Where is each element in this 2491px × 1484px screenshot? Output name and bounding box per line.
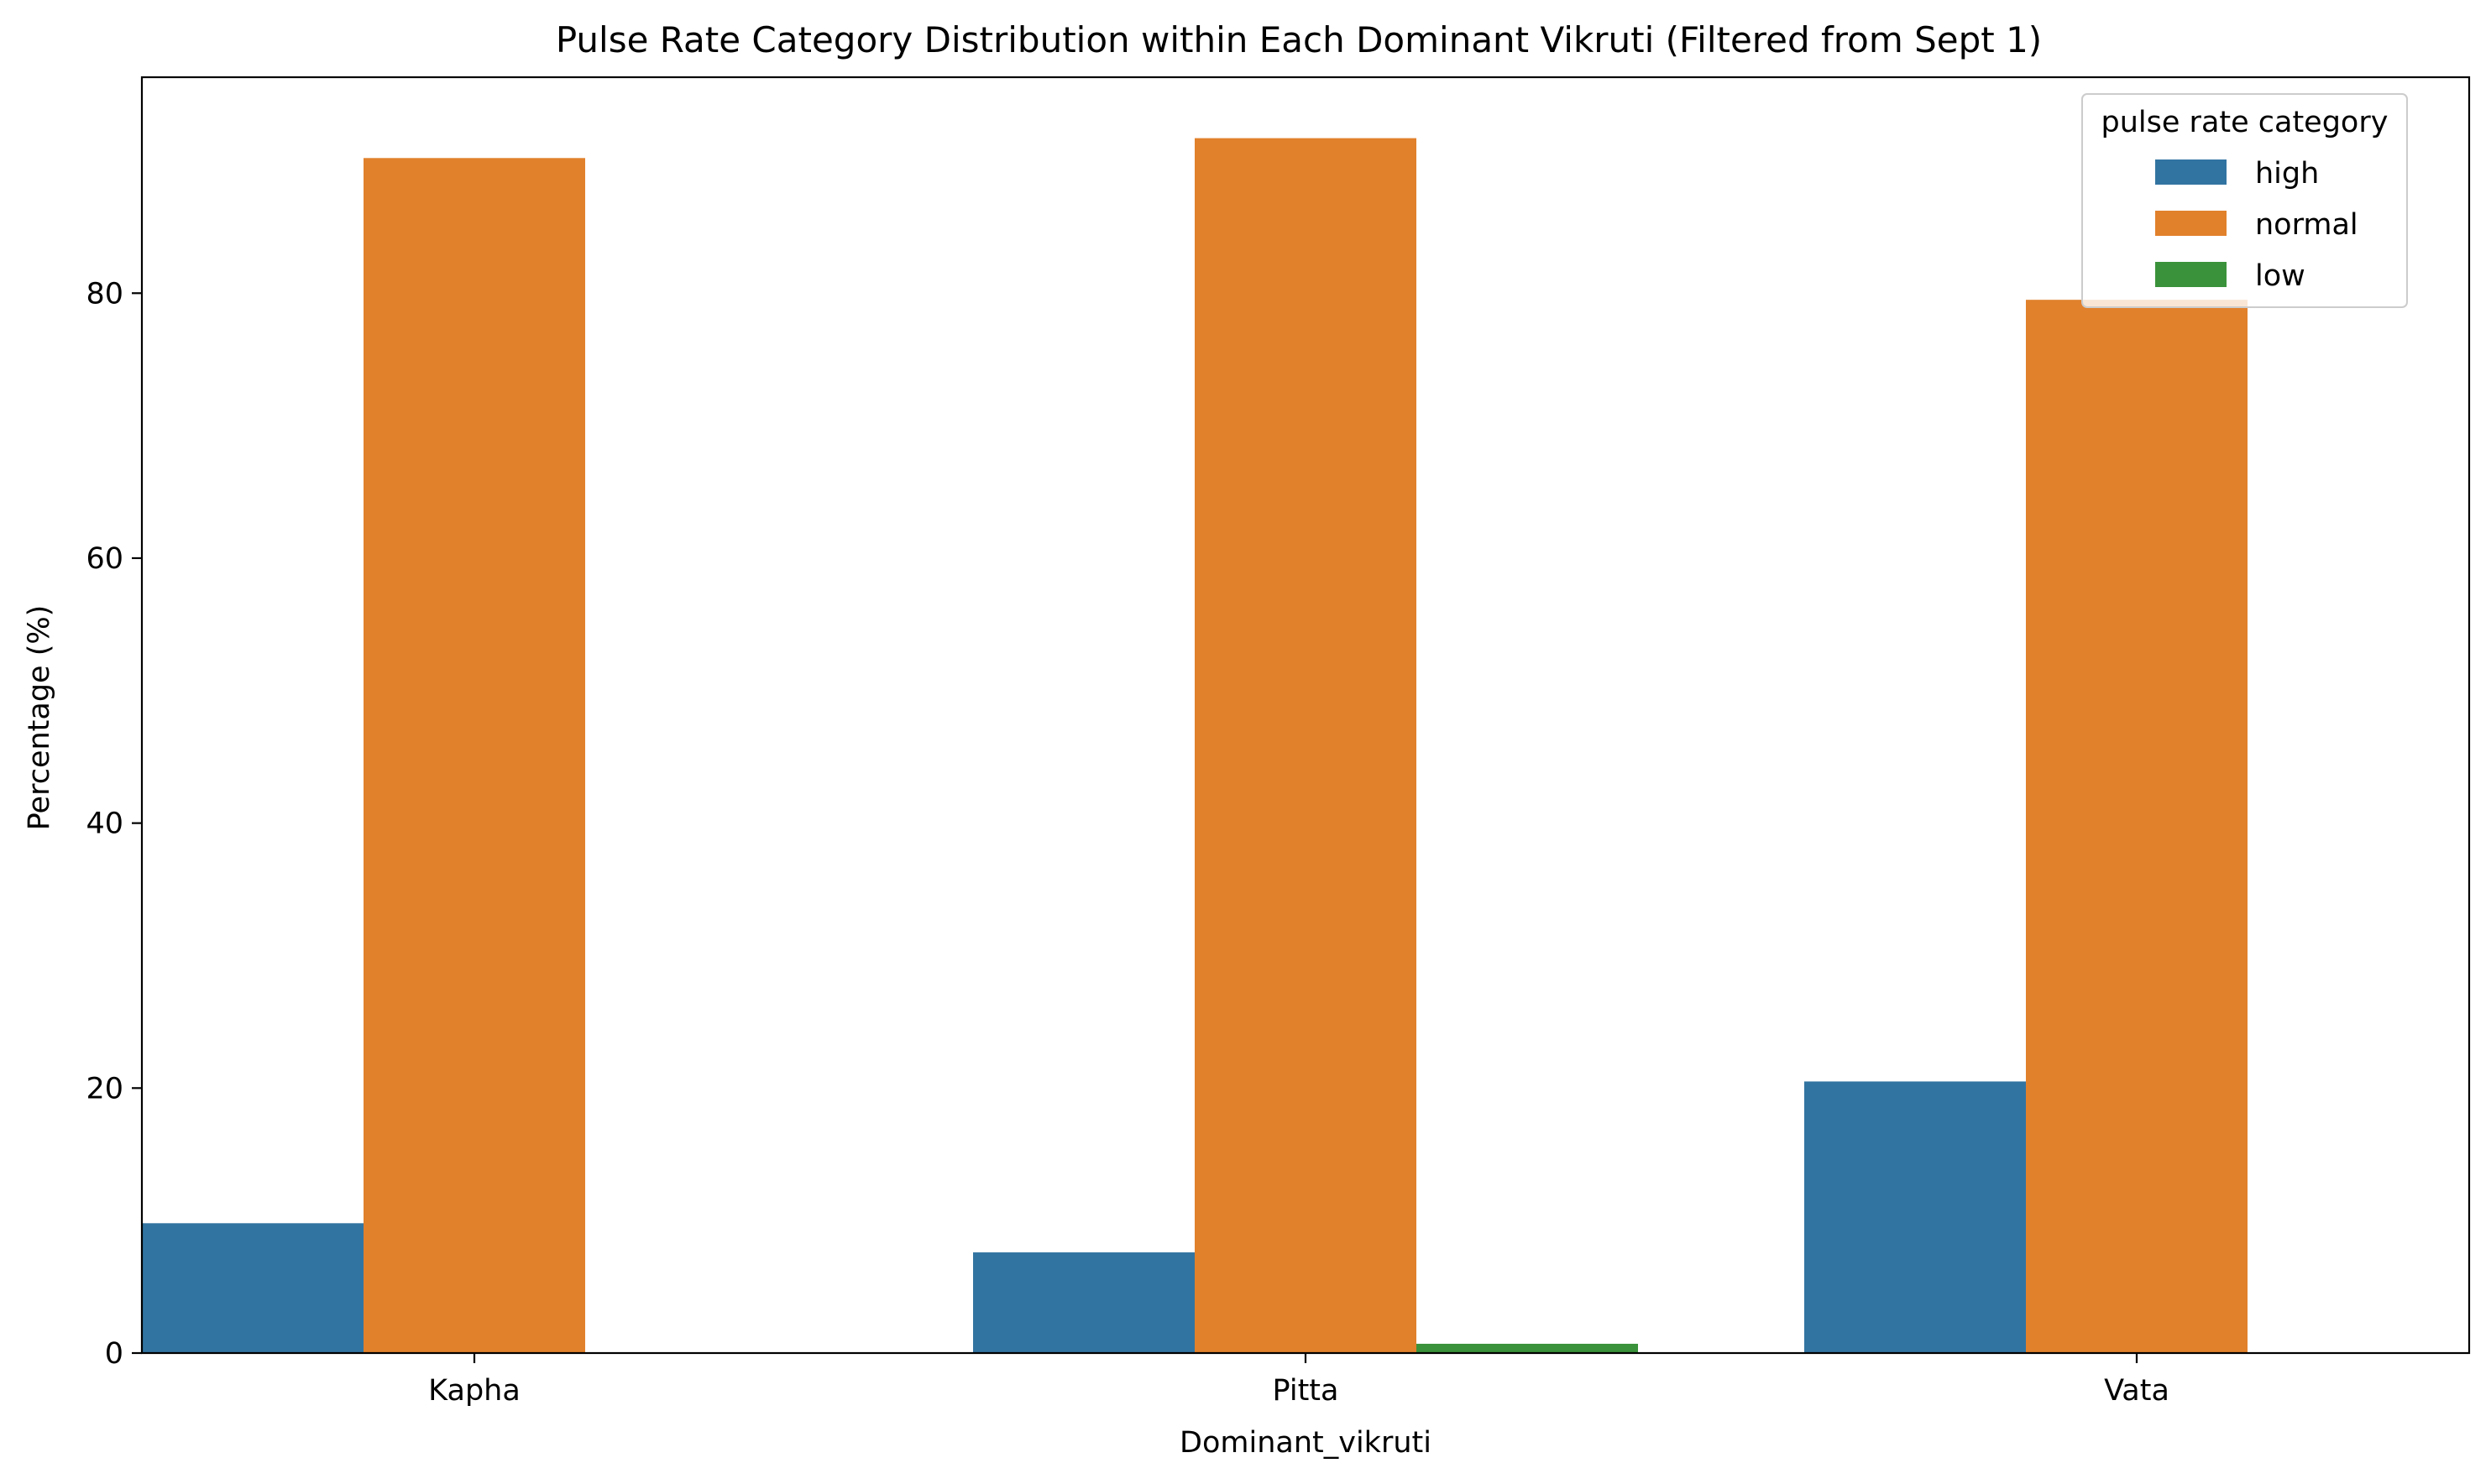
legend-label-low: low (2255, 259, 2305, 293)
bar-low-pitta (1416, 1343, 1638, 1353)
y-tick-label-80: 80 (86, 277, 123, 311)
x-tick-label-vata: Vata (2104, 1374, 2169, 1408)
x-tick-label-pitta: Pitta (1273, 1374, 1339, 1408)
bar-normal-vata (2026, 300, 2248, 1353)
y-tick-label-60: 60 (86, 542, 123, 576)
bar-normal-kapha (364, 158, 585, 1353)
legend-swatch-normal (2155, 211, 2227, 236)
x-tick-label-kapha: Kapha (428, 1374, 521, 1408)
legend-box (2081, 93, 2408, 308)
y-tick-label-0: 0 (105, 1337, 123, 1371)
axes-group: 0 20 40 60 80 Kapha Pitta Vata (86, 76, 2471, 1408)
bars-group (142, 138, 2248, 1353)
y-tick-label-40: 40 (86, 807, 123, 841)
bar-high-vata (1804, 1081, 2026, 1353)
bar-normal-pitta (1195, 138, 1416, 1353)
x-axis-label: Dominant_vikruti (1180, 1426, 1431, 1460)
legend: pulse rate category high normal low (2081, 93, 2408, 308)
legend-swatch-high (2155, 159, 2227, 185)
legend-swatch-low (2155, 262, 2227, 287)
bar-high-pitta (973, 1252, 1195, 1353)
chart-title: Pulse Rate Category Distribution within … (556, 19, 2042, 60)
legend-label-normal: normal (2255, 208, 2358, 242)
y-tick-label-20: 20 (86, 1072, 123, 1105)
y-axis-label: Percentage (%) (23, 605, 56, 831)
bar-high-kapha (142, 1223, 364, 1353)
legend-title: pulse rate category (2101, 106, 2389, 139)
legend-label-high: high (2255, 157, 2319, 191)
